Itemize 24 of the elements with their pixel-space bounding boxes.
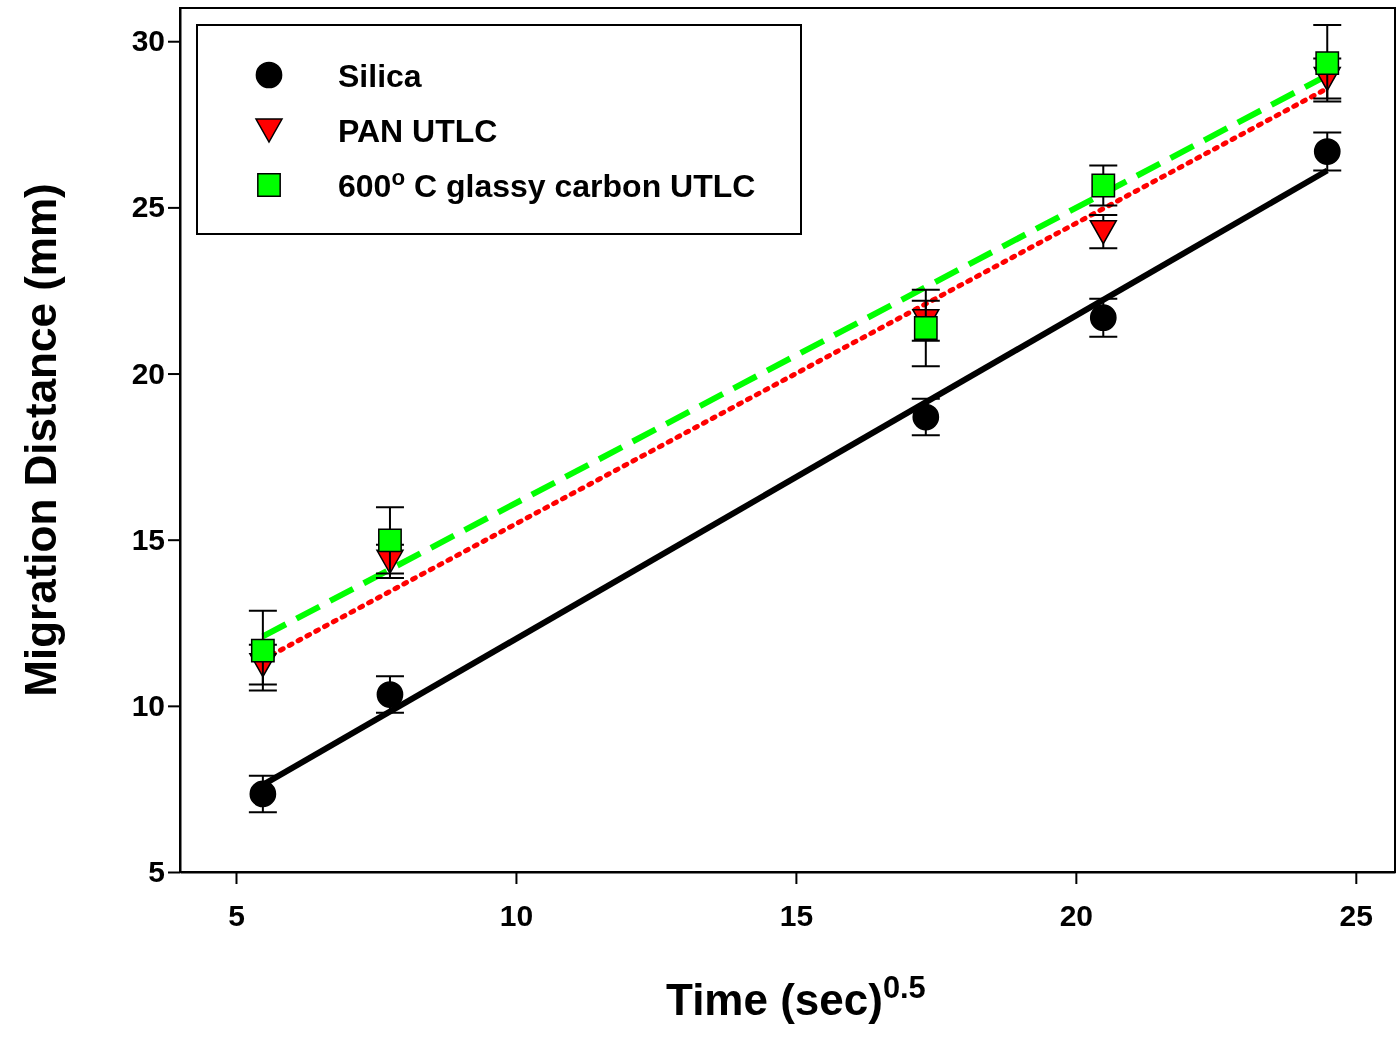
point [1313, 138, 1341, 165]
x-axis-title: Time (sec)$^{0.5}$ [666, 969, 926, 1024]
point [249, 780, 277, 808]
x-tick-label: 5 [228, 899, 245, 932]
x-tick-label: 10 [499, 899, 534, 932]
legend-label: PAN UTLC [338, 113, 498, 149]
point [913, 316, 938, 340]
point [1089, 304, 1117, 332]
point [376, 681, 404, 708]
point [378, 528, 402, 553]
legend-label: 600$^{o}$ C glassy carbon UTLC [338, 164, 756, 204]
y-axis-title: Migration Distance (mm) [16, 183, 65, 697]
x-tick-label: 25 [1339, 899, 1373, 932]
y-tick-label: 25 [131, 190, 165, 224]
y-tick-label: 30 [131, 24, 165, 58]
legend-label: Silica [338, 58, 422, 94]
point [1091, 173, 1116, 198]
y-tick-label: 10 [131, 688, 165, 722]
y-tick-label: 15 [131, 522, 165, 556]
point [912, 403, 940, 431]
x-tick-label: 20 [1059, 899, 1094, 932]
y-tick-label: 5 [148, 855, 165, 889]
x-tick-label: 15 [779, 899, 814, 932]
y-tick-label: 20 [131, 356, 165, 390]
